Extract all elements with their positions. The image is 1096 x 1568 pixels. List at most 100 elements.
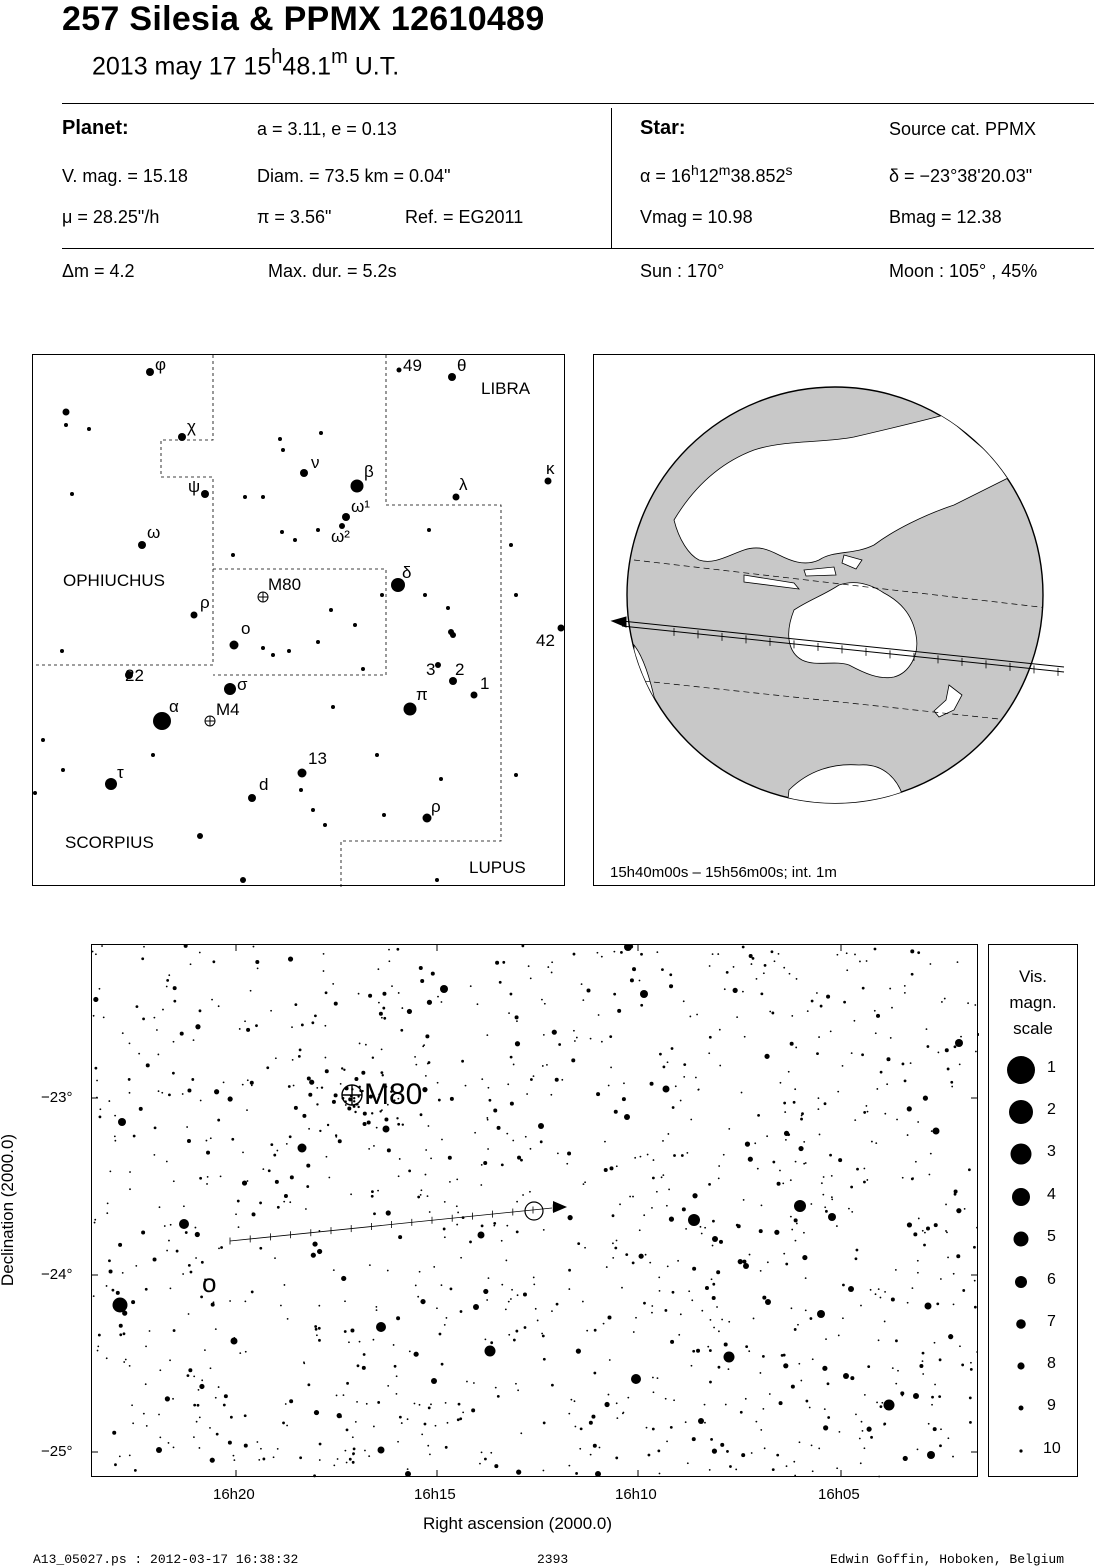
detail-faint-star	[593, 1371, 597, 1375]
detail-faint-star	[197, 1388, 200, 1391]
detail-faint-star	[729, 1465, 732, 1468]
detail-faint-star	[375, 1305, 378, 1308]
detail-faint-star	[217, 1005, 220, 1008]
detail-faint-star	[655, 1190, 658, 1193]
m80-cluster-star	[393, 1099, 396, 1102]
detail-faint-star	[666, 1061, 669, 1064]
shadow-time-ticks	[673, 627, 1059, 676]
detail-faint-star	[886, 1057, 891, 1062]
detail-faint-star	[157, 1053, 160, 1056]
detail-faint-star	[756, 1167, 759, 1170]
max-duration: Max. dur. = 5.2s	[268, 261, 397, 281]
detail-faint-star	[613, 950, 616, 953]
detail-faint-star	[973, 1279, 976, 1282]
detail-faint-star	[368, 1455, 371, 1458]
info-divider	[611, 108, 612, 248]
detail-faint-star	[632, 1195, 634, 1198]
finder-star	[87, 427, 91, 431]
detail-faint-star	[854, 1119, 857, 1122]
detail-faint-star	[378, 1011, 383, 1016]
detail-faint-star	[784, 1111, 787, 1113]
detail-faint-star	[692, 1266, 697, 1271]
detail-faint-star	[131, 1300, 136, 1305]
detail-faint-star	[522, 1292, 527, 1297]
detail-faint-star	[96, 1349, 99, 1352]
delta-mag: Δm = 4.2	[62, 261, 135, 281]
detail-faint-star	[774, 1229, 780, 1235]
detail-faint-star	[397, 992, 400, 994]
detail-faint-star	[917, 1217, 920, 1220]
detail-faint-star	[198, 1416, 201, 1419]
detail-faint-star	[344, 1449, 347, 1452]
detail-faint-star	[172, 1329, 176, 1332]
detail-faint-star	[430, 1157, 432, 1160]
detail-faint-star	[816, 1052, 819, 1056]
detail-faint-star	[757, 1113, 760, 1117]
scale-num-7: 7	[1047, 1313, 1056, 1330]
star-label-omega: ω	[147, 523, 161, 542]
finder-label-m80: M80	[268, 575, 302, 594]
detail-faint-star	[640, 1003, 644, 1007]
star-label-nu: ν	[311, 453, 320, 472]
detail-faint-star	[961, 1363, 965, 1367]
scale-dot-3	[1010, 1143, 1032, 1165]
finder-star	[435, 878, 439, 882]
detail-faint-star	[114, 1139, 117, 1142]
detail-faint-star	[627, 1396, 630, 1399]
detail-faint-star	[209, 1367, 212, 1370]
detail-faint-star	[958, 1063, 961, 1066]
detail-faint-star	[793, 1218, 798, 1223]
finder-star	[439, 777, 443, 781]
detail-faint-star	[716, 1270, 721, 1275]
detail-faint-star	[707, 1345, 710, 1348]
target-star-circle	[524, 1201, 544, 1221]
detail-faint-star	[339, 1082, 342, 1085]
detail-faint-star	[199, 1383, 205, 1390]
detail-faint-star	[182, 1205, 185, 1208]
star-heading: Star:	[640, 117, 686, 139]
detail-faint-star	[969, 1420, 972, 1424]
detail-faint-star	[974, 1050, 977, 1053]
finder-star	[201, 490, 209, 498]
detail-faint-star	[307, 1383, 311, 1387]
detail-faint-star	[794, 1088, 797, 1091]
detail-faint-star	[751, 956, 755, 960]
finder-star	[311, 808, 315, 812]
detail-faint-star	[795, 978, 798, 980]
detail-faint-star	[939, 1444, 942, 1448]
land-asia	[673, 414, 1015, 564]
detail-faint-star	[498, 980, 502, 984]
detail-faint-star	[447, 1155, 452, 1160]
detail-faint-star	[524, 1135, 527, 1138]
detail-faint-star	[818, 1133, 821, 1136]
detail-faint-star	[433, 1266, 436, 1268]
star-label-13: 13	[308, 749, 327, 768]
detail-faint-star	[427, 1444, 430, 1447]
detail-faint-star	[921, 1351, 925, 1355]
detail-faint-star	[811, 1358, 814, 1361]
detail-faint-star	[866, 1426, 872, 1432]
finder-star	[248, 794, 256, 802]
detail-star	[723, 1351, 735, 1363]
detail-faint-star	[92, 1295, 95, 1298]
detail-faint-star	[101, 945, 103, 947]
detail-faint-star	[632, 967, 637, 972]
detail-faint-star	[204, 1278, 206, 1281]
detail-faint-star	[568, 1268, 571, 1272]
detail-faint-star	[546, 1063, 548, 1066]
detail-faint-star	[480, 1224, 484, 1228]
detail-faint-star	[515, 1382, 517, 1385]
detail-faint-star	[419, 1113, 423, 1117]
finder-star	[452, 493, 460, 501]
detail-faint-star	[193, 1375, 196, 1378]
detail-faint-star	[881, 1401, 884, 1404]
detail-faint-star	[144, 1287, 148, 1291]
detail-faint-star	[615, 1456, 619, 1460]
finder-star	[316, 640, 320, 644]
detail-faint-star	[189, 963, 192, 966]
finder-star	[61, 768, 65, 772]
detail-faint-star	[422, 1087, 428, 1093]
detail-faint-star	[554, 1077, 559, 1082]
detail-faint-star	[157, 1090, 160, 1093]
detail-faint-star	[710, 1278, 713, 1281]
